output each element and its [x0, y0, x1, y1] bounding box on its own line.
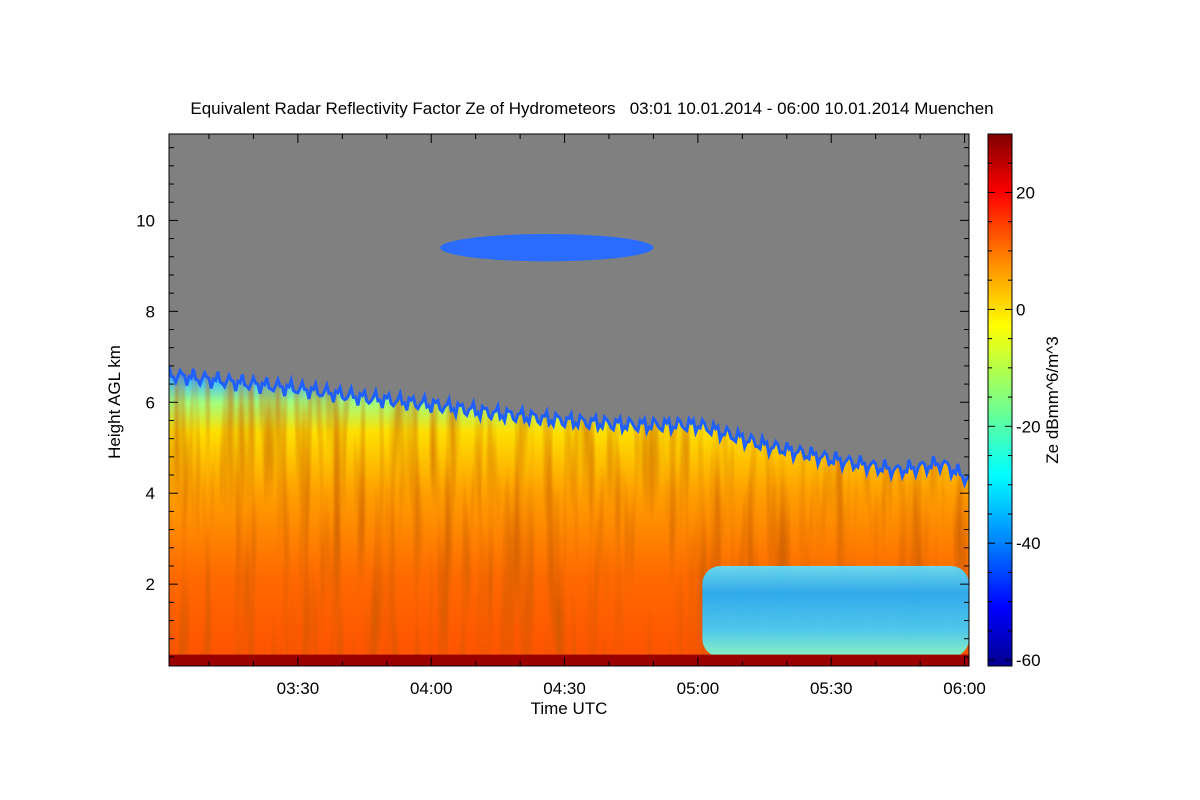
- plot-area: 03:30 04:00 04:30 05:00 05:30 06:00 2 4 6 8 10: [136, 133, 986, 698]
- colorbar-scale: [987, 133, 1013, 667]
- y-tick-label: 6: [146, 393, 155, 412]
- x-tick-label: 04:00: [410, 679, 453, 698]
- y-axis-label: Height AGL km: [105, 345, 124, 459]
- colorbar-tick-label: -60: [1016, 651, 1041, 670]
- y-tick-label: 4: [146, 484, 155, 503]
- x-axis-label: Time UTC: [531, 699, 608, 718]
- echo-top-edge: [169, 365, 969, 489]
- y-tick-label: 10: [136, 211, 155, 230]
- x-axis: 03:30 04:00 04:30 05:00 05:30 06:00: [208, 134, 986, 698]
- colorbar-tick-label: -40: [1016, 534, 1041, 553]
- upper-cloud-echo: [440, 234, 654, 262]
- x-tick-label: 03:30: [277, 679, 320, 698]
- colorbar-label: Ze dBmm^6/m^3: [1043, 336, 1062, 463]
- colorbar-tick-label: -20: [1016, 417, 1041, 436]
- x-tick-label: 05:30: [810, 679, 853, 698]
- x-tick-label: 04:30: [543, 679, 586, 698]
- colorbar: 20 0 -20 -40 -60 Ze dBmm^6/m^3: [987, 133, 1062, 670]
- chart-title: Equivalent Radar Reflectivity Factor Ze …: [190, 99, 993, 118]
- reflectivity-field: [169, 234, 969, 666]
- y-tick-label: 8: [146, 302, 155, 321]
- colorbar-tick-label: 0: [1016, 300, 1025, 319]
- colorbar-ticks: 20 0 -20 -40 -60: [988, 133, 1041, 670]
- bright-band: [169, 654, 969, 666]
- x-tick-label: 06:00: [943, 679, 986, 698]
- low-weak-echo-region: [702, 565, 969, 657]
- x-tick-label: 05:00: [677, 679, 720, 698]
- y-axis: 2 4 6 8 10: [136, 147, 969, 658]
- colorbar-tick-label: 20: [1016, 183, 1035, 202]
- plot-frame: [168, 133, 970, 667]
- y-tick-label: 2: [146, 575, 155, 594]
